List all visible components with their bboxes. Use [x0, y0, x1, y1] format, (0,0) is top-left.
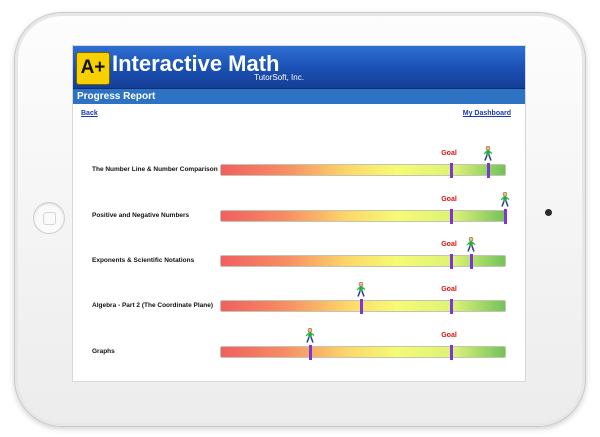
progress-marker: [359, 299, 363, 314]
goal-marker: [450, 163, 454, 178]
progress-marker: [487, 163, 491, 178]
logo-text: A+: [80, 57, 106, 78]
topic-label: Positive and Negative Numbers: [92, 212, 190, 219]
app-title: Interactive Math: [112, 51, 280, 76]
goal-label: Goal: [441, 332, 457, 339]
student-walker-icon: [499, 191, 511, 208]
dashboard-link[interactable]: My Dashboard: [462, 110, 511, 117]
progress-bar: [220, 299, 506, 314]
progress-marker: [504, 209, 507, 224]
progress-bar: [220, 345, 506, 360]
goal-label: Goal: [441, 286, 457, 293]
section-title: Progress Report: [77, 91, 156, 102]
goal-marker: [450, 254, 454, 269]
logo: A+: [76, 52, 110, 85]
goal-label: Goal: [441, 196, 457, 203]
goal-marker: [450, 209, 454, 224]
goal-label: Goal: [441, 241, 457, 248]
progress-marker: [470, 254, 474, 269]
progress-marker: [308, 345, 312, 360]
app-screen: A+ Interactive Math TutorSoft, Inc. Prog…: [72, 45, 526, 382]
app-subtitle: TutorSoft, Inc.: [254, 73, 304, 82]
home-button-icon: [43, 212, 56, 225]
progress-bar: [220, 254, 506, 269]
topic-label: The Number Line & Number Comparison: [92, 166, 218, 173]
student-walker-icon: [355, 281, 367, 298]
student-walker-icon: [482, 145, 494, 162]
back-link[interactable]: Back: [81, 110, 98, 117]
home-button[interactable]: [33, 202, 65, 234]
student-walker-icon: [465, 236, 477, 253]
progress-bar: [220, 209, 507, 224]
student-walker-icon: [304, 327, 316, 344]
progress-bar: [220, 163, 506, 178]
topic-label: Exponents & Scientific Notations: [92, 257, 195, 264]
goal-label: Goal: [441, 150, 457, 157]
camera-icon: [545, 209, 552, 216]
topic-label: Graphs: [92, 348, 115, 355]
topic-label: Algebra - Part 2 (The Coordinate Plane): [92, 302, 213, 309]
section-bar: Progress Report: [73, 89, 525, 104]
goal-marker: [450, 299, 454, 314]
goal-marker: [450, 345, 454, 360]
app-header: A+ Interactive Math TutorSoft, Inc.: [73, 46, 525, 89]
